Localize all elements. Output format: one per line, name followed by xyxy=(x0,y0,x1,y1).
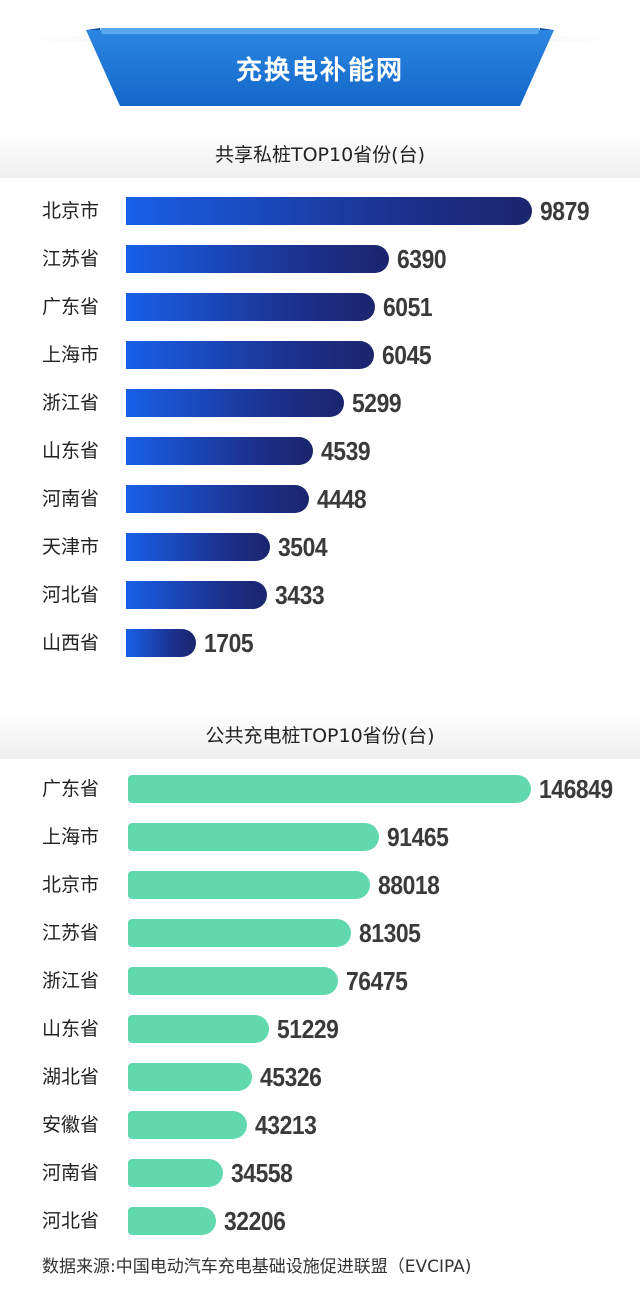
category-label: 浙江省 xyxy=(42,392,100,414)
bar-value-label: 43213 xyxy=(255,1110,317,1140)
bar xyxy=(126,629,196,657)
bar xyxy=(128,871,370,899)
bar-row: 上海市 6045 xyxy=(0,331,640,379)
bar-row: 河南省 4448 xyxy=(0,475,640,523)
category-label: 河南省 xyxy=(42,1162,100,1184)
bar xyxy=(126,581,267,609)
bar-value-label: 6051 xyxy=(383,292,433,322)
category-label: 河南省 xyxy=(42,488,100,510)
bar-row: 广东省 6051 xyxy=(0,283,640,331)
bar-row: 河南省 34558 xyxy=(0,1149,640,1197)
bar xyxy=(126,533,270,561)
category-label: 北京市 xyxy=(42,874,100,896)
bar-value-label: 4448 xyxy=(317,484,367,514)
category-label: 河北省 xyxy=(42,584,100,606)
bar xyxy=(128,967,338,995)
bar-value-label: 91465 xyxy=(387,822,449,852)
bar-value-label: 34558 xyxy=(231,1158,293,1188)
category-label: 上海市 xyxy=(42,826,100,848)
bar-row: 安徽省 43213 xyxy=(0,1101,640,1149)
banner-ribbon-graphic xyxy=(0,28,640,106)
bar-row: 江苏省 81305 xyxy=(0,909,640,957)
bar xyxy=(128,1207,216,1235)
public-chart-title: 公共充电桩TOP10省份(台) xyxy=(0,713,640,759)
bar-row: 河北省 32206 xyxy=(0,1197,640,1245)
bar-row: 湖北省 45326 xyxy=(0,1053,640,1101)
bar-value-label: 6045 xyxy=(382,340,432,370)
category-label: 河北省 xyxy=(42,1210,100,1232)
bar-value-label: 9879 xyxy=(540,196,590,226)
bar-row: 天津市 3504 xyxy=(0,523,640,571)
bar xyxy=(128,1063,252,1091)
bar xyxy=(126,293,375,321)
category-label: 广东省 xyxy=(42,296,100,318)
bar-row: 山东省 4539 xyxy=(0,427,640,475)
bar-row: 北京市 9879 xyxy=(0,187,640,235)
bar-value-label: 146849 xyxy=(539,774,613,804)
category-label: 山西省 xyxy=(42,632,100,654)
bar xyxy=(126,389,344,417)
category-label: 山东省 xyxy=(42,440,100,462)
bar-row: 山东省 51229 xyxy=(0,1005,640,1053)
bar xyxy=(126,437,313,465)
bar-value-label: 88018 xyxy=(378,870,440,900)
bar-value-label: 6390 xyxy=(397,244,447,274)
bar-value-label: 51229 xyxy=(277,1014,339,1044)
category-label: 江苏省 xyxy=(42,248,100,270)
bar-row: 浙江省 5299 xyxy=(0,379,640,427)
source-note: 数据来源:中国电动汽车充电基础设施促进联盟（EVCIPA) xyxy=(42,1257,472,1277)
bar-value-label: 1705 xyxy=(204,628,254,658)
bar-value-label: 3504 xyxy=(278,532,328,562)
bar-value-label: 3433 xyxy=(275,580,325,610)
banner-title: 充换电补能网 xyxy=(235,56,404,86)
bar xyxy=(128,823,379,851)
category-label: 天津市 xyxy=(42,536,100,558)
private-chart-title: 共享私桩TOP10省份(台) xyxy=(0,132,640,178)
bar-value-label: 4539 xyxy=(321,436,371,466)
bar-row: 上海市 91465 xyxy=(0,813,640,861)
bar xyxy=(128,919,351,947)
bar-row: 山西省 1705 xyxy=(0,619,640,667)
bar-row: 河北省 3433 xyxy=(0,571,640,619)
bar xyxy=(126,197,532,225)
bar xyxy=(128,1159,223,1187)
bar-row: 江苏省 6390 xyxy=(0,235,640,283)
category-label: 北京市 xyxy=(42,200,100,222)
category-label: 上海市 xyxy=(42,344,100,366)
bar-row: 浙江省 76475 xyxy=(0,957,640,1005)
bar xyxy=(128,1015,269,1043)
banner: 充换电补能网 xyxy=(0,0,640,120)
bar-value-label: 81305 xyxy=(359,918,421,948)
bar xyxy=(126,485,309,513)
bar xyxy=(128,1111,247,1139)
category-label: 湖北省 xyxy=(42,1066,100,1088)
bar-value-label: 45326 xyxy=(260,1062,322,1092)
category-label: 安徽省 xyxy=(42,1114,100,1136)
bar-value-label: 5299 xyxy=(352,388,402,418)
category-label: 浙江省 xyxy=(42,970,100,992)
bar-row: 北京市 88018 xyxy=(0,861,640,909)
bar-value-label: 32206 xyxy=(224,1206,286,1236)
bar xyxy=(128,775,531,803)
bar-row: 广东省 146849 xyxy=(0,765,640,813)
category-label: 江苏省 xyxy=(42,922,100,944)
bar xyxy=(126,245,389,273)
bar-value-label: 76475 xyxy=(346,966,408,996)
bar xyxy=(126,341,374,369)
category-label: 山东省 xyxy=(42,1018,100,1040)
category-label: 广东省 xyxy=(42,778,100,800)
